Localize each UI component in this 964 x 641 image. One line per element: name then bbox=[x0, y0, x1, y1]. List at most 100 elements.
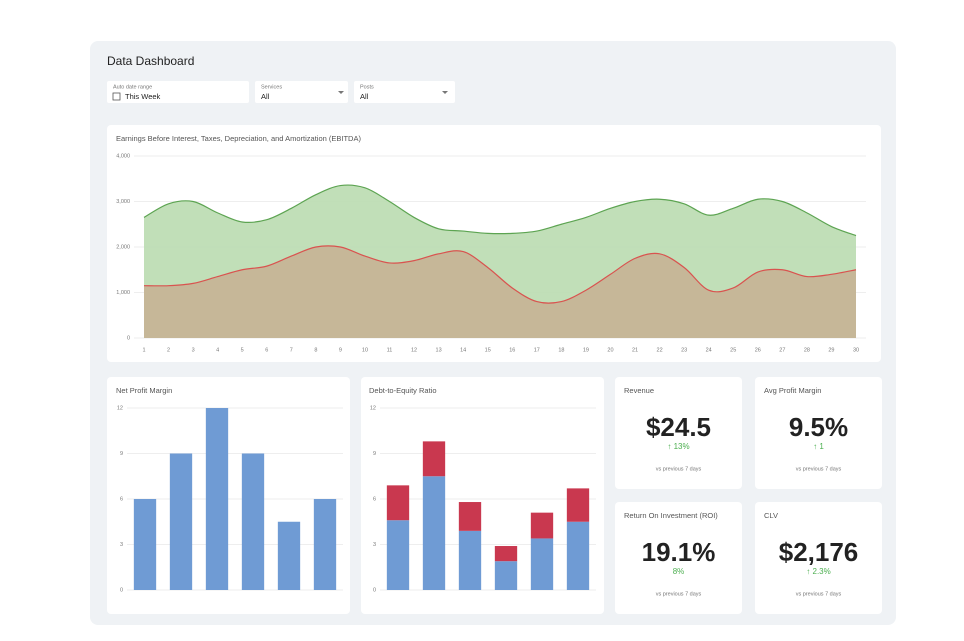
y-tick-label: 3,000 bbox=[116, 199, 130, 205]
kpi-note: vs previous 7 days bbox=[656, 591, 702, 597]
filter-label: Auto date range bbox=[113, 84, 152, 90]
y-tick-label: 9 bbox=[373, 451, 376, 457]
bar bbox=[313, 499, 337, 590]
filter-value: This Week bbox=[125, 92, 161, 101]
x-tick-label: 13 bbox=[436, 347, 442, 353]
kpi-group: Revenue $24.5↑ 13% vs previous 7 days Avg P… bbox=[615, 377, 882, 614]
y-tick-label: 2,000 bbox=[116, 244, 130, 250]
bar bbox=[422, 441, 446, 477]
y-tick-label: 12 bbox=[370, 405, 376, 411]
bar bbox=[241, 453, 265, 590]
x-tick-label: 30 bbox=[853, 347, 859, 353]
x-tick-label: 24 bbox=[706, 347, 712, 353]
x-tick-label: 28 bbox=[804, 347, 810, 353]
y-tick-label: 9 bbox=[120, 451, 123, 457]
kpi-title: Return On Investment (ROI) bbox=[624, 511, 718, 520]
y-tick-label: 1,000 bbox=[116, 290, 130, 296]
area-fill bbox=[144, 245, 856, 338]
bar bbox=[494, 561, 518, 590]
bar bbox=[458, 530, 482, 590]
x-tick-label: 17 bbox=[534, 347, 540, 353]
filter[interactable]: Posts All bbox=[354, 81, 455, 103]
filter-value: All bbox=[360, 92, 369, 101]
y-tick-label: 3 bbox=[120, 542, 123, 548]
kpi-change: ↑ 13% bbox=[667, 442, 689, 451]
filter-label: Services bbox=[261, 84, 282, 90]
y-tick-label: 0 bbox=[127, 335, 130, 341]
x-tick-label: 8 bbox=[314, 347, 317, 353]
y-tick-label: 6 bbox=[373, 496, 376, 502]
bar bbox=[133, 499, 157, 590]
bar bbox=[205, 408, 229, 590]
bar bbox=[386, 520, 410, 590]
x-tick-label: 26 bbox=[755, 347, 761, 353]
x-tick-label: 29 bbox=[828, 347, 834, 353]
dropdown-caret bbox=[442, 91, 448, 94]
x-tick-label: 25 bbox=[730, 347, 736, 353]
filter-box[interactable] bbox=[354, 81, 455, 103]
area-line bbox=[143, 245, 857, 304]
x-tick-label: 4 bbox=[216, 347, 219, 353]
bar bbox=[494, 546, 518, 562]
kpi-card bbox=[615, 502, 742, 614]
filter-box[interactable] bbox=[255, 81, 348, 103]
x-tick-label: 3 bbox=[192, 347, 195, 353]
x-tick-label: 15 bbox=[485, 347, 491, 353]
kpi-card bbox=[755, 502, 882, 614]
x-tick-label: 7 bbox=[290, 347, 293, 353]
kpi-card bbox=[755, 377, 882, 489]
kpi-change: 8% bbox=[673, 567, 685, 576]
x-tick-label: 10 bbox=[362, 347, 368, 353]
filter[interactable]: Auto date range This Week bbox=[107, 81, 249, 103]
y-tick-label: 6 bbox=[120, 496, 123, 502]
y-tick-label: 0 bbox=[120, 587, 123, 593]
filter[interactable]: Services All bbox=[255, 81, 348, 103]
x-tick-label: 11 bbox=[387, 347, 393, 353]
kpi-value: 9.5% bbox=[789, 412, 848, 442]
bar bbox=[277, 521, 301, 590]
kpi-note: vs previous 7 days bbox=[796, 591, 842, 597]
x-tick-label: 14 bbox=[460, 347, 466, 353]
kpi-change: ↑ 1 bbox=[813, 442, 824, 451]
x-tick-label: 18 bbox=[558, 347, 564, 353]
x-tick-label: 21 bbox=[632, 347, 638, 353]
x-tick-label: 16 bbox=[509, 347, 515, 353]
bar bbox=[422, 476, 446, 590]
x-tick-label: 5 bbox=[241, 347, 244, 353]
kpi-card bbox=[615, 377, 742, 489]
area-line bbox=[143, 184, 857, 237]
x-tick-label: 12 bbox=[411, 347, 417, 353]
y-tick-label: 0 bbox=[373, 587, 376, 593]
filter-box[interactable] bbox=[107, 81, 249, 103]
kpi-title: Revenue bbox=[624, 386, 654, 395]
bar bbox=[566, 521, 590, 590]
bar bbox=[169, 453, 193, 590]
x-tick-label: 9 bbox=[339, 347, 342, 353]
bar bbox=[530, 538, 554, 590]
x-tick-label: 1 bbox=[142, 347, 145, 353]
x-tick-label: 6 bbox=[265, 347, 268, 353]
bar bbox=[386, 485, 410, 521]
bar bbox=[458, 502, 482, 531]
chart-title: Net Profit Margin bbox=[116, 386, 172, 395]
x-tick-label: 23 bbox=[681, 347, 687, 353]
kpi-note: vs previous 7 days bbox=[656, 466, 702, 472]
kpi-title: Avg Profit Margin bbox=[764, 386, 821, 395]
x-tick-label: 20 bbox=[607, 347, 613, 353]
kpi-title: CLV bbox=[764, 511, 778, 520]
kpi-value: 19.1% bbox=[642, 537, 716, 567]
chart-title: Debt-to-Equity Ratio bbox=[369, 386, 437, 395]
chart-group: Earnings Before Interest, Taxes, Depreci… bbox=[116, 134, 866, 593]
kpi-value: $24.5 bbox=[646, 412, 711, 442]
x-tick-label: 22 bbox=[657, 347, 663, 353]
bar bbox=[530, 512, 554, 539]
kpi-value: $2,176 bbox=[779, 537, 859, 567]
kpi-note: vs previous 7 days bbox=[796, 466, 842, 472]
chart-title: Earnings Before Interest, Taxes, Depreci… bbox=[116, 134, 361, 143]
y-tick-label: 3 bbox=[373, 542, 376, 548]
page-title: Data Dashboard bbox=[107, 54, 194, 68]
bar bbox=[566, 488, 590, 522]
x-tick-label: 2 bbox=[167, 347, 170, 353]
filter-label: Posts bbox=[360, 84, 374, 90]
